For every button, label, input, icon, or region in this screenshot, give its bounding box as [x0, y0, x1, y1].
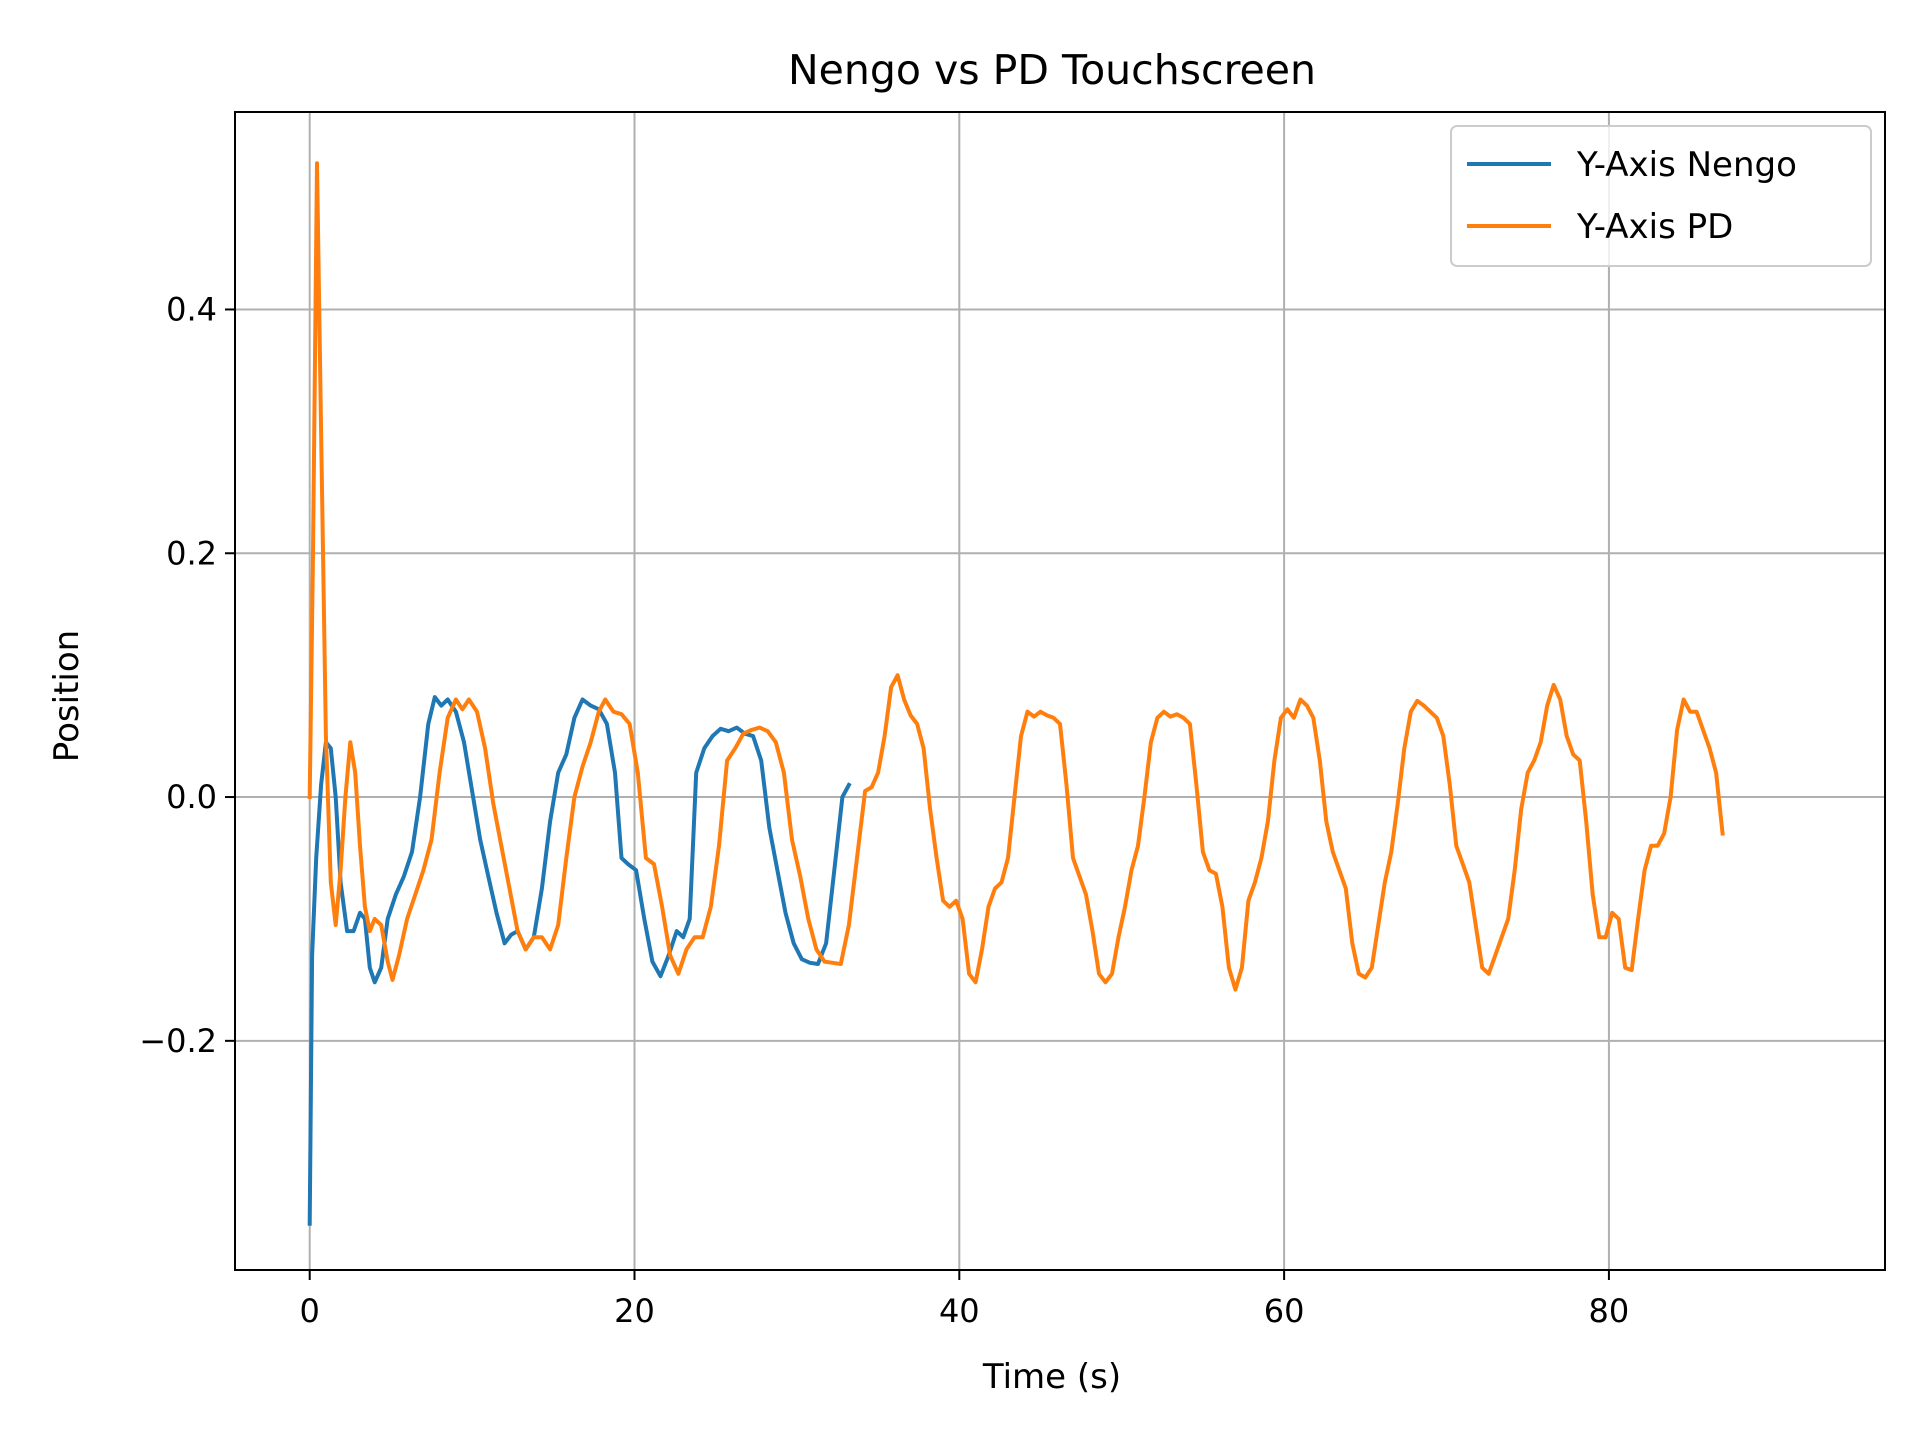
grid-lines: [235, 112, 1885, 1270]
y-tick-label: 0.4: [166, 290, 217, 328]
chart-title: Nengo vs PD Touchscreen: [788, 46, 1316, 94]
legend-box: [1450, 125, 1872, 267]
y-axis-label: Position: [47, 630, 87, 762]
x-tick-label: 20: [614, 1292, 655, 1330]
x-axis-ticks: 0 20 40 60 80: [300, 1270, 1630, 1330]
x-tick-label: 60: [1264, 1292, 1305, 1330]
plot-frame: [234, 111, 1886, 1271]
series-line-0: [307, 695, 852, 1226]
series-lines: [307, 161, 1725, 1226]
x-tick-label: 40: [939, 1292, 980, 1330]
legend-label: Y-Axis PD: [1576, 207, 1733, 247]
legend: Y-Axis Nengo Y-Axis PD: [1450, 125, 1872, 267]
y-axis-ticks: −0.2 0.0 0.2 0.4: [139, 290, 235, 1060]
x-tick-label: 80: [1589, 1292, 1630, 1330]
series-line-1: [307, 161, 1725, 992]
legend-label: Y-Axis Nengo: [1576, 145, 1797, 185]
y-tick-label: 0.2: [166, 534, 217, 572]
x-axis-label: Time (s): [982, 1357, 1121, 1397]
x-tick-label: 0: [300, 1292, 320, 1330]
y-tick-label: −0.2: [139, 1022, 217, 1060]
y-tick-label: 0.0: [166, 778, 217, 816]
